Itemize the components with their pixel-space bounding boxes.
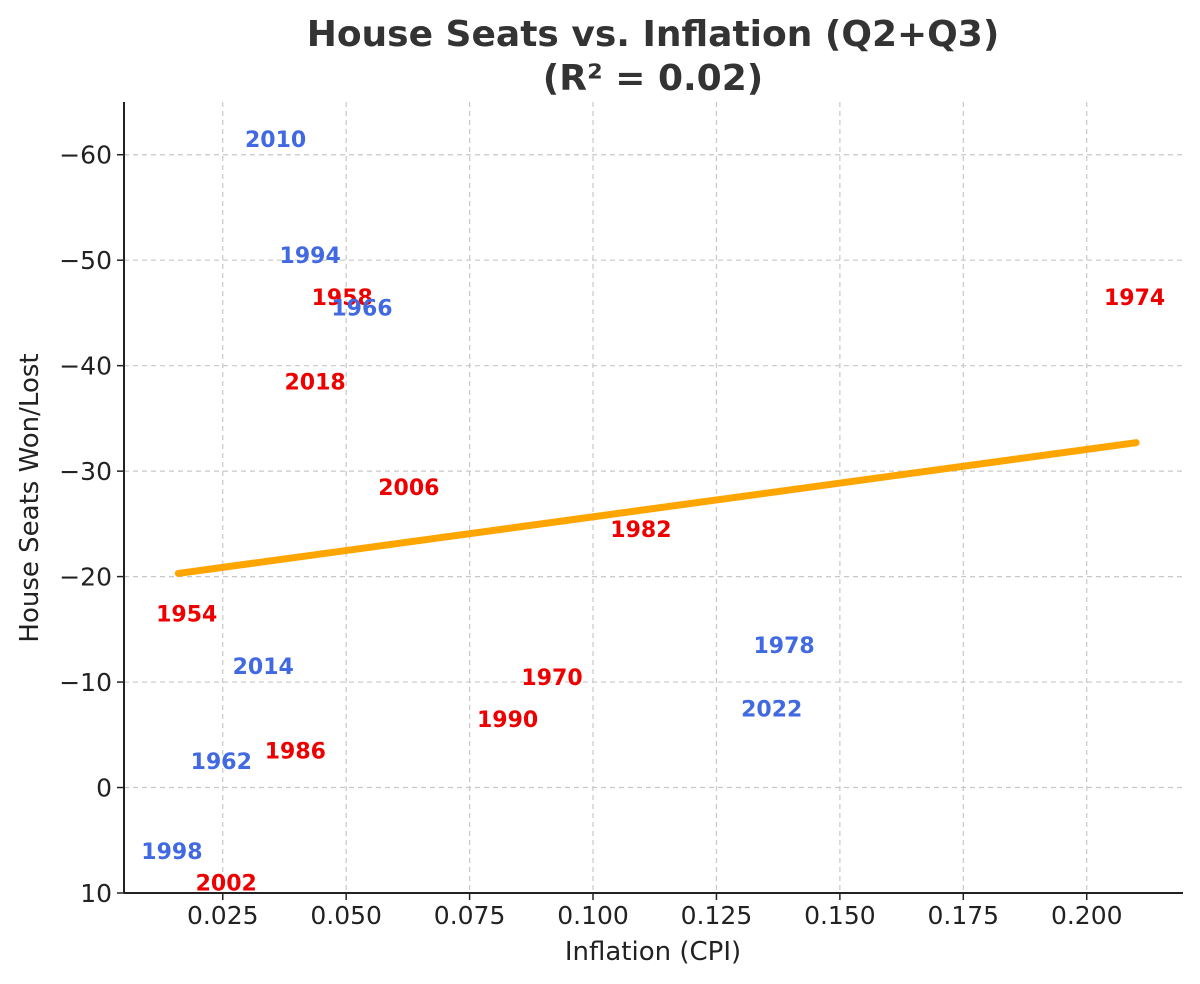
chart-title-line-2: (R² = 0.02) bbox=[543, 58, 763, 99]
point-label-1970: 1970 bbox=[521, 666, 582, 691]
point-label-2002: 2002 bbox=[196, 871, 257, 896]
point-label-1998: 1998 bbox=[141, 840, 202, 865]
grid-lines bbox=[124, 102, 1183, 894]
x-tick-label: 0.125 bbox=[681, 901, 753, 930]
x-tick-label: 0.075 bbox=[434, 901, 506, 930]
x-tick-label: 0.200 bbox=[1051, 901, 1123, 930]
x-tick-label: 0.050 bbox=[310, 901, 382, 930]
x-tick-label: 0.175 bbox=[928, 901, 1000, 930]
point-label-1974: 1974 bbox=[1104, 286, 1165, 311]
x-tick-label: 0.150 bbox=[804, 901, 876, 930]
y-tick-label: −10 bbox=[59, 668, 112, 697]
x-tick-label: 0.100 bbox=[557, 901, 629, 930]
y-tick-label: −20 bbox=[59, 563, 112, 592]
y-tick-label: −60 bbox=[59, 141, 112, 170]
point-label-2022: 2022 bbox=[741, 697, 802, 722]
y-tick-label: 0 bbox=[96, 774, 112, 803]
point-label-1966: 1966 bbox=[331, 297, 392, 322]
x-axis-label: Inflation (CPI) bbox=[565, 937, 741, 967]
point-label-1958: 1958 bbox=[312, 286, 373, 311]
point-label-1994: 1994 bbox=[280, 244, 341, 269]
point-label-1986: 1986 bbox=[265, 740, 326, 765]
y-tick-label: −40 bbox=[59, 352, 112, 381]
point-label-1962: 1962 bbox=[191, 750, 252, 775]
point-label-2010: 2010 bbox=[245, 128, 306, 153]
point-label-1982: 1982 bbox=[610, 518, 671, 543]
point-label-2018: 2018 bbox=[284, 370, 345, 395]
x-tick-label: 0.025 bbox=[187, 901, 259, 930]
trendline-group bbox=[174, 439, 1140, 577]
point-label-1978: 1978 bbox=[753, 634, 814, 659]
y-tick-label: −30 bbox=[59, 457, 112, 486]
y-tick-label: 10 bbox=[80, 879, 112, 908]
trendline bbox=[174, 439, 1140, 577]
point-label-1954: 1954 bbox=[156, 603, 217, 628]
point-label-1990: 1990 bbox=[477, 708, 538, 733]
point-label-2014: 2014 bbox=[233, 655, 294, 680]
axis-ticks: 0.025 0.050 0.075 0.100 0.125 0.150 0.175 0.200… bbox=[59, 141, 1122, 930]
y-axis-label: House Seats Won/Lost bbox=[15, 353, 45, 642]
chart-title-line-1: House Seats vs. Inflation (Q2+Q3) bbox=[307, 14, 1000, 55]
point-label-2006: 2006 bbox=[378, 476, 439, 501]
y-tick-label: −50 bbox=[59, 246, 112, 275]
